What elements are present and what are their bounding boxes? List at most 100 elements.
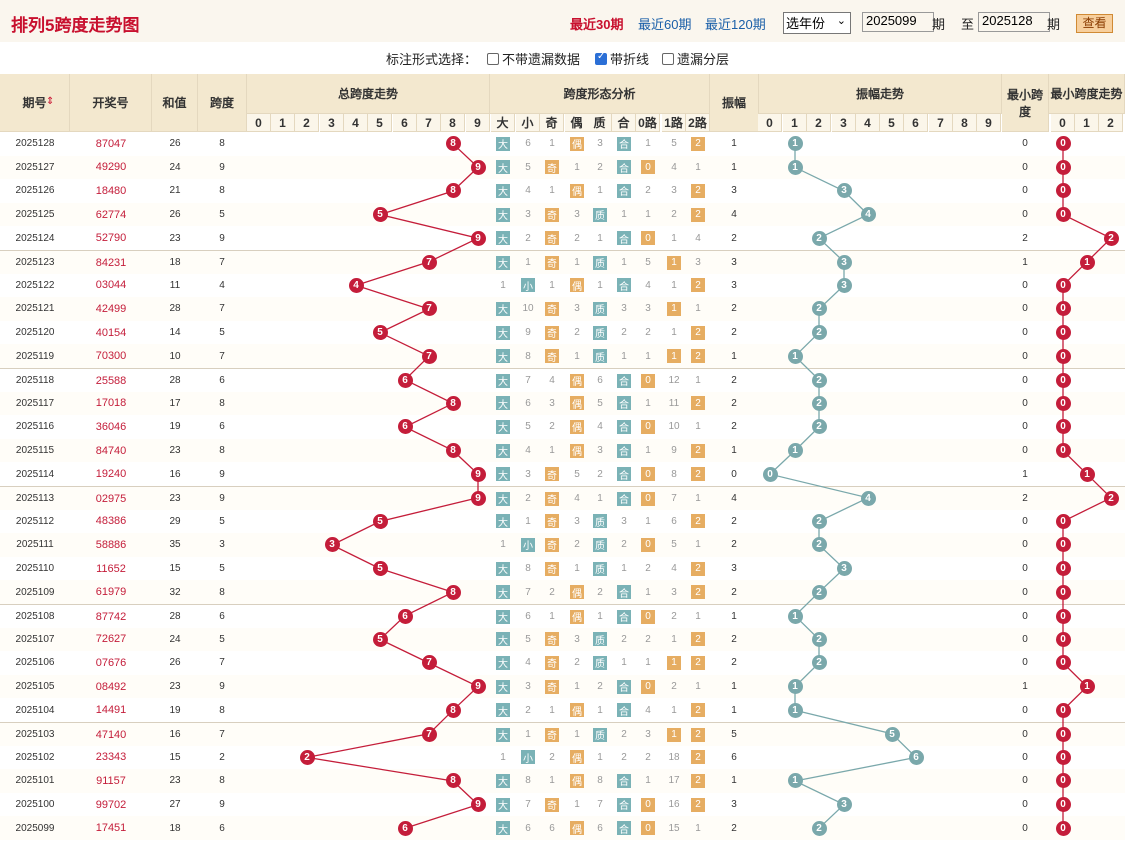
min-ball-cell: 0: [1051, 439, 1075, 463]
shape-cell: 2: [574, 657, 580, 669]
min-ball: 0: [1055, 136, 1071, 152]
shape-cell: 1: [574, 799, 580, 811]
span-ball-cell: 9: [466, 226, 490, 250]
shape-cell: 大: [491, 226, 515, 250]
table-row: 2025112 48386 29 5 5 大 1 奇 3 质 3 1 6 2 2 2 0 0: [0, 509, 1125, 534]
shape-tag: 大: [496, 467, 510, 482]
year-select[interactable]: 选年份 ⌄: [783, 12, 851, 34]
shape-cell: 合: [612, 415, 636, 439]
shape-cell: 5: [671, 539, 677, 551]
min-ball-cell: 0: [1051, 628, 1075, 652]
amp-cell: 2: [731, 303, 737, 315]
amp-ball: 2: [811, 373, 827, 389]
span-cell: 7: [219, 303, 225, 315]
amp-ball-cell: 1: [783, 698, 807, 722]
shape-cell: 1: [621, 350, 627, 362]
checkbox-icon[interactable]: [487, 53, 499, 65]
option-no-omission[interactable]: 不带遗漏数据: [487, 49, 580, 68]
shape-cell: 1: [695, 681, 701, 693]
shape-cell: 2: [686, 769, 710, 793]
amp-digit-header: 7: [929, 114, 953, 132]
issue-cell: 2025104: [15, 704, 55, 716]
shape-cell: 2: [686, 651, 710, 675]
amp-ball-cell: 1: [783, 156, 807, 180]
option-polyline[interactable]: 带折线: [595, 49, 649, 68]
period-30-link[interactable]: 最近30期: [570, 17, 624, 32]
shape-cell: 4: [695, 232, 701, 244]
amp-ball: 3: [836, 797, 852, 813]
span-cell: 7: [219, 729, 225, 741]
span-cell: 9: [219, 161, 225, 173]
shape-cell: 3: [574, 209, 580, 221]
span-ball-cell: 5: [368, 321, 392, 345]
shape-tag: 0: [641, 679, 655, 694]
shape-tag: 0: [641, 821, 655, 836]
sum-cell: 16: [169, 729, 181, 741]
shape-cell: 2: [621, 633, 627, 645]
shape-cell: 3: [695, 257, 701, 269]
table-row: 2025111 58886 35 3 3 1 小奇 2 质 2 0 5 1 2 2 0 0: [0, 533, 1125, 557]
min-ball-cell: 0: [1051, 274, 1075, 298]
period-120-link[interactable]: 最近120期: [705, 17, 766, 32]
shape-cell: 大: [491, 203, 515, 227]
sort-icon[interactable]: ⇕: [46, 96, 55, 107]
min-span-cell: 0: [1022, 822, 1028, 834]
shape-cell: 合: [612, 769, 636, 793]
shape-tag: 合: [617, 467, 631, 482]
shape-cell: 1: [645, 657, 651, 669]
span-ball: 8: [445, 584, 461, 600]
shape-cell: 合: [612, 816, 636, 840]
to-issue-input[interactable]: 2025128: [978, 12, 1050, 32]
option-polyline-label: 带折线: [610, 52, 650, 67]
shape-tag: 质: [593, 301, 607, 316]
shape-cell: 合: [612, 392, 636, 416]
shape-cell: 8: [671, 468, 677, 480]
span-ball-cell: 6: [393, 605, 417, 629]
shape-tag: 偶: [570, 136, 584, 151]
shape-tag: 大: [496, 609, 510, 624]
shape-cell: 4: [525, 185, 531, 197]
sum-cell: 18: [169, 257, 181, 269]
shape-cell: 奇: [540, 156, 564, 180]
shape-cell: 3: [574, 633, 580, 645]
shape-cell: 2: [525, 493, 531, 505]
shape-cell: 2: [621, 729, 627, 741]
query-button[interactable]: 查看: [1076, 14, 1113, 33]
shape-cell: 1: [671, 704, 677, 716]
amp-cell: 0: [731, 468, 737, 480]
checkbox-checked-icon[interactable]: [595, 51, 607, 65]
table-row: 2025114 19240 16 9 9 大 3 奇 5 2 合 0 8 2 0 0 1 1: [0, 462, 1125, 486]
number-cell: 08492: [95, 680, 127, 693]
shape-cell: 2: [645, 563, 651, 575]
span-cell: 6: [219, 375, 225, 387]
span-cell: 6: [219, 822, 225, 834]
amp-cell: 2: [731, 421, 737, 433]
amp-cell: 1: [731, 138, 737, 150]
checkbox-icon[interactable]: [662, 53, 674, 65]
shape-col-header: 大: [491, 114, 515, 132]
shape-tag: 大: [496, 797, 510, 812]
shape-cell: 合: [612, 462, 636, 486]
min-ball: 1: [1079, 255, 1095, 271]
shape-cell: 2: [525, 704, 531, 716]
option-layered[interactable]: 遗漏分层: [662, 49, 729, 68]
shape-cell: 11: [668, 397, 680, 409]
amp-ball-cell: 1: [783, 605, 807, 629]
number-cell: 49290: [95, 161, 127, 174]
issue-cell: 2025114: [15, 468, 55, 480]
span-ball: 8: [445, 773, 461, 789]
shape-cell: 2: [621, 327, 627, 339]
shape-cell: 小: [516, 274, 540, 298]
shape-cell: 奇: [540, 462, 564, 486]
shape-cell: 大: [491, 179, 515, 203]
min-span-cell: 0: [1022, 445, 1028, 457]
shape-tag: 大: [496, 419, 510, 434]
shape-cell: 1: [597, 751, 603, 763]
issue-cell: 2025126: [15, 185, 55, 197]
shape-cell: 1: [662, 297, 686, 321]
from-issue-input[interactable]: 2025099: [862, 12, 934, 32]
number-cell: 58886: [95, 538, 127, 551]
amp-digit-header: 9: [977, 114, 1001, 132]
period-60-link[interactable]: 最近60期: [638, 17, 692, 32]
shape-cell: 0: [636, 816, 660, 840]
